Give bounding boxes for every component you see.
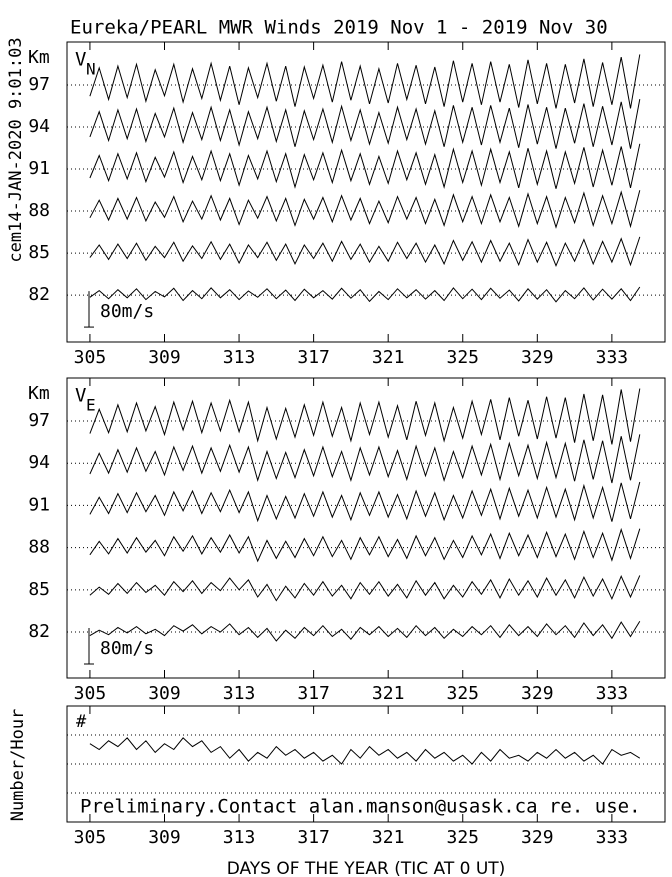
timestamp: cem14-JAN-2020 9:01:03	[6, 37, 26, 262]
x-tick-label: 317	[297, 347, 330, 368]
x-tick-label: 329	[521, 683, 554, 704]
x-tick-label: 305	[74, 827, 107, 848]
x-tick-label: 321	[372, 683, 405, 704]
trace-line	[89, 99, 641, 149]
y-tick-label: 85	[28, 242, 50, 263]
x-tick-label: 305	[74, 347, 107, 368]
x-tick-label: 329	[521, 827, 554, 848]
y-tick-label: 88	[28, 537, 50, 558]
x-tick-label: 333	[596, 683, 629, 704]
trace-line	[89, 236, 641, 268]
panel-frame	[66, 377, 666, 679]
trace-line	[89, 286, 641, 303]
panel-label: #	[76, 712, 87, 732]
x-tick-label: 321	[372, 347, 405, 368]
y-label: Number/Hour	[8, 709, 28, 822]
x-tick-label: 313	[223, 347, 256, 368]
trace-line	[89, 54, 641, 109]
x-tick-label: 325	[446, 347, 479, 368]
x-axis-title: DAYS OF THE YEAR (TIC AT 0 UT)	[227, 859, 506, 877]
x-tick-label: 317	[297, 827, 330, 848]
y-tick-label: 88	[28, 200, 50, 221]
x-tick-label: 333	[596, 347, 629, 368]
annotation: Preliminary.Contact alan.manson@usask.ca…	[80, 796, 641, 818]
x-tick-label: 329	[521, 347, 554, 368]
x-tick-label: 321	[372, 827, 405, 848]
trace-line	[89, 190, 641, 229]
panel-label-sub: N	[86, 60, 96, 79]
trace-line	[89, 620, 641, 642]
chart-title: Eureka/PEARL MWR Winds 2019 Nov 1 - 2019…	[70, 17, 608, 39]
scale-label: 80m/s	[100, 301, 154, 322]
trace-line	[89, 527, 641, 563]
x-tick-label: 309	[148, 347, 181, 368]
y-tick-label: 94	[28, 452, 50, 473]
x-tick-label: 325	[446, 827, 479, 848]
y-tick-label: 82	[28, 621, 50, 642]
panel-label: V	[75, 49, 86, 71]
scale-label: 80m/s	[100, 638, 154, 659]
x-tick-label: 313	[223, 827, 256, 848]
x-tick-label: 309	[148, 683, 181, 704]
y-unit: Km	[28, 47, 50, 68]
x-tick-label: 325	[446, 683, 479, 704]
panel-frame	[66, 41, 666, 343]
x-tick-label: 333	[596, 827, 629, 848]
trace-line	[89, 575, 641, 602]
y-tick-label: 82	[28, 284, 50, 305]
trace-line	[89, 434, 641, 484]
y-tick-label: 85	[28, 579, 50, 600]
y-tick-label: 97	[28, 410, 50, 431]
panel-label-sub: E	[86, 396, 96, 415]
x-tick-label: 317	[297, 683, 330, 704]
trace-line	[89, 388, 641, 445]
trace-line	[89, 737, 641, 765]
y-tick-label: 94	[28, 116, 50, 137]
y-unit: Km	[28, 383, 50, 404]
y-tick-label: 91	[28, 494, 50, 515]
trace-line	[89, 143, 641, 189]
y-tick-label: 91	[28, 158, 50, 179]
y-tick-label: 97	[28, 74, 50, 95]
x-tick-label: 313	[223, 683, 256, 704]
x-tick-label: 305	[74, 683, 107, 704]
x-tick-label: 309	[148, 827, 181, 848]
trace-line	[89, 481, 641, 523]
panel-label: V	[75, 385, 86, 407]
